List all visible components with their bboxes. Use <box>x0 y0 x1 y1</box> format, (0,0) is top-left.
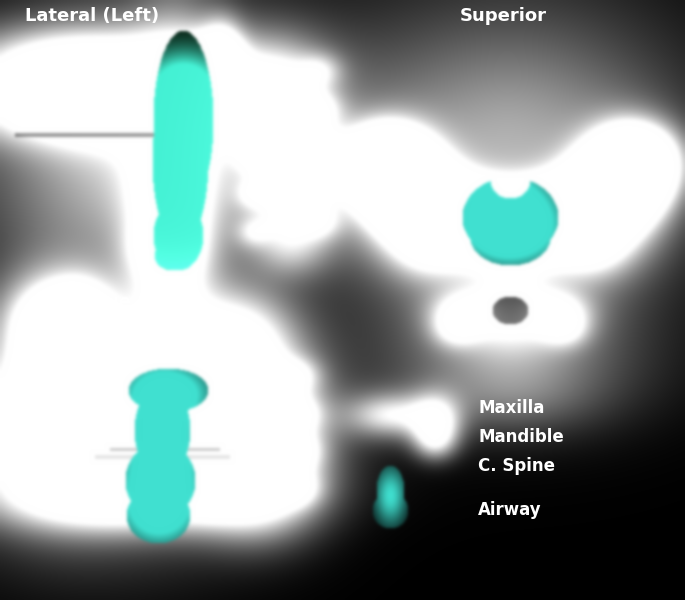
Text: Airway: Airway <box>478 501 542 519</box>
Text: Lateral (Left): Lateral (Left) <box>25 7 160 25</box>
Text: Maxilla
Mandible
C. Spine: Maxilla Mandible C. Spine <box>478 399 564 475</box>
Text: Oblique: Oblique <box>53 293 132 311</box>
Text: Superior: Superior <box>460 7 547 25</box>
